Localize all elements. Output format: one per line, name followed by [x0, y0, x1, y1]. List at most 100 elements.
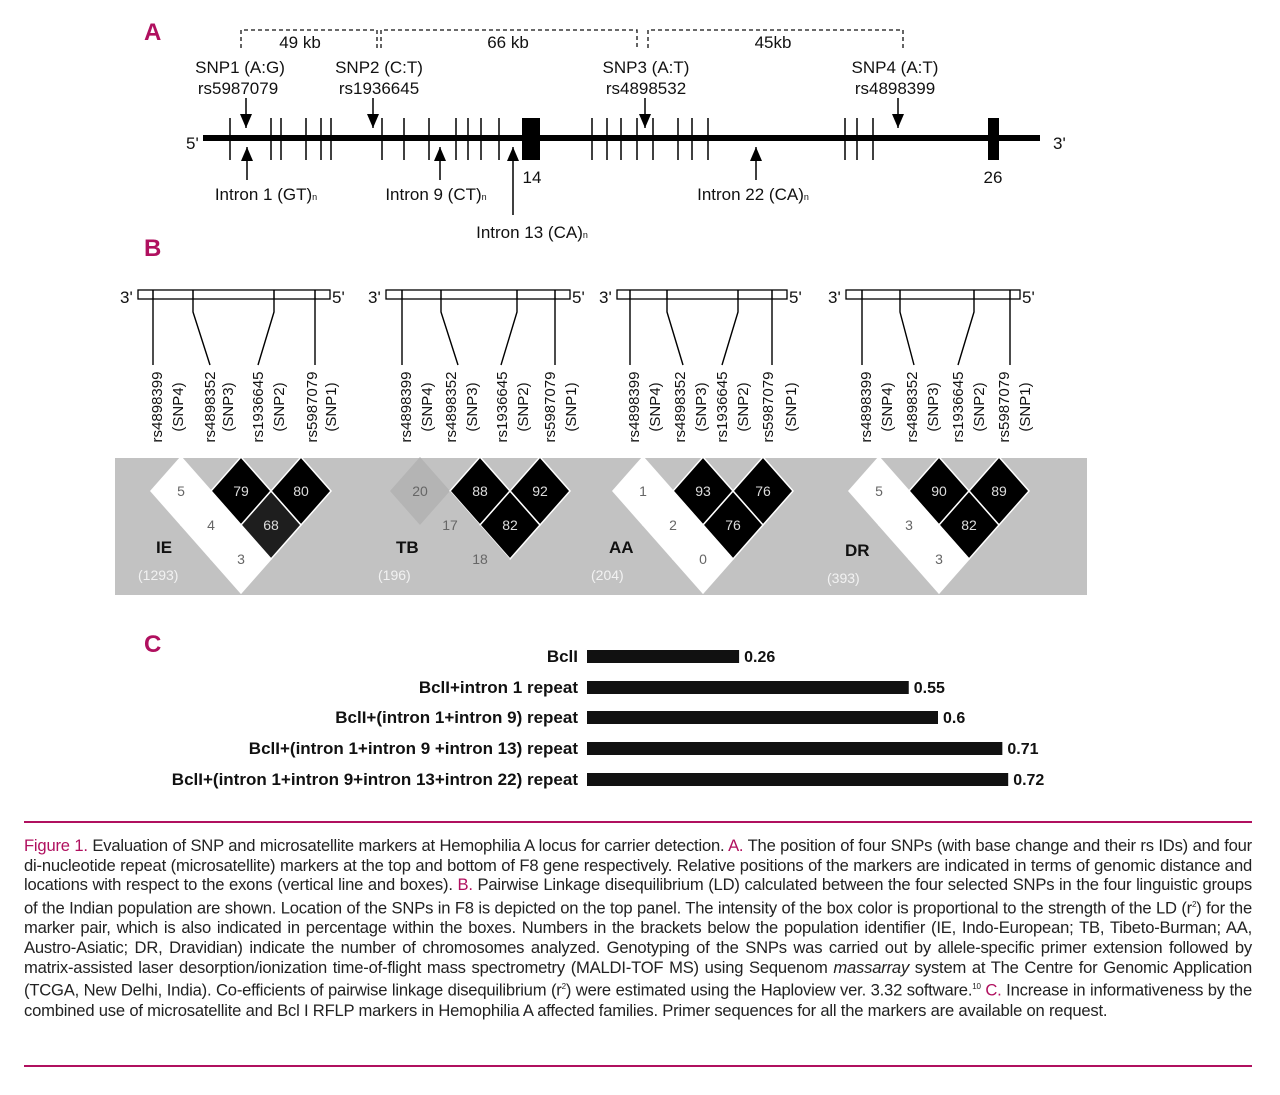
ld-panel-aa: 3' 5' rs4898399 (SNP4) rs4898352 (SNP3) rs1936… — [591, 288, 802, 595]
caption-text: Pairwise Linkage disequilibrium (LD) cal… — [24, 875, 1252, 918]
ld-panel-ie: 3' 5' rs4898399 (SNP4) rs4898352 (SNP3) rs1936… — [120, 288, 345, 595]
snp-connector — [899, 299, 915, 366]
ld-value: 88 — [472, 483, 488, 499]
snp-connector — [440, 299, 459, 366]
five-prime-label: 5' — [572, 288, 585, 307]
ld-panel-tb: 3' 5' rs4898399 (SNP4) rs4898352 (SNP3) rs1936… — [368, 288, 585, 593]
snp-marker-id: rs5987079 — [760, 372, 777, 443]
five-prime-label: 5' — [332, 288, 345, 307]
exon-label: 14 — [523, 168, 542, 187]
chromosome-count: (196) — [378, 567, 411, 583]
ld-value: 89 — [991, 483, 1007, 499]
ld-value: 93 — [695, 483, 711, 499]
snp-marker-name: (SNP4) — [170, 382, 187, 431]
snp-marker-id: rs4898399 — [398, 372, 415, 443]
ld-plots: 3' 5'rs4898399 (SNP4) rs4898352 (SNP3) rs1936… — [120, 288, 1035, 595]
reference-number: 10 — [972, 982, 981, 992]
ld-cell — [907, 523, 971, 595]
ld-value: 3 — [935, 551, 943, 567]
snp-marker-name: (SNP3) — [925, 382, 942, 431]
intron-label: Intron 13 (CA)n — [476, 223, 588, 242]
ld-value: 0 — [699, 551, 707, 567]
snp-marker-name: (SNP2) — [515, 382, 532, 431]
ld-value: 3 — [237, 551, 245, 567]
snp-marker-id: rs5987079 — [542, 372, 559, 443]
snp-marker-id: rs1936645 — [714, 372, 731, 443]
snp-location-bar — [385, 289, 571, 300]
marker-arrows — [240, 98, 904, 215]
snp-marker-name: (SNP2) — [971, 382, 988, 431]
snp-marker-id: rs4898399 — [626, 372, 643, 443]
bar-category-label: BclI+(intron 1+intron 9 +intron 13) repe… — [249, 739, 579, 758]
snp-marker-name: (SNP4) — [419, 382, 436, 431]
bar — [587, 742, 1003, 755]
caption-bottom-rule — [24, 1065, 1252, 1067]
population-id: AA — [609, 538, 634, 557]
ld-value: 80 — [293, 483, 309, 499]
population-id: DR — [845, 541, 870, 560]
ld-cell — [450, 525, 510, 593]
three-prime-label: 3' — [1053, 134, 1066, 153]
ld-value: 5 — [875, 483, 883, 499]
caption-text: The position of four SNPs (with base cha… — [24, 836, 1253, 895]
snp-arrow-icon — [240, 114, 252, 128]
bar — [587, 773, 1009, 786]
ld-value: 68 — [263, 517, 279, 533]
snp-marker-id: rs1936645 — [250, 372, 267, 443]
ld-value: 92 — [532, 483, 548, 499]
ld-value: 17 — [442, 517, 458, 533]
caption-ref-b: B. — [457, 875, 473, 895]
snp-rs: rs5987079 — [198, 79, 278, 98]
ld-value: 20 — [412, 483, 428, 499]
snp-connector — [257, 299, 275, 366]
caption-text: system at The Centre for Genomic Applica… — [24, 957, 1253, 1000]
snp-marker-name: (SNP1) — [323, 382, 340, 431]
ld-value: 82 — [502, 517, 518, 533]
chromosome-count: (204) — [591, 567, 624, 583]
ld-value: 3 — [905, 517, 913, 533]
caption-italic: massarray — [833, 957, 910, 977]
panel-label-a: A — [144, 19, 161, 46]
snp-marker-name: (SNP3) — [220, 382, 237, 431]
ld-cell — [209, 523, 273, 595]
bar — [587, 681, 909, 694]
ld-value: 76 — [725, 517, 741, 533]
ld-value: 79 — [233, 483, 249, 499]
population-id: IE — [156, 538, 172, 557]
bar-category-label: BclI+intron 1 repeat — [419, 678, 579, 697]
bar-value-label: 0.6 — [943, 710, 965, 727]
superscript: 2 — [1192, 900, 1197, 910]
distance-label: 45kb — [755, 33, 792, 52]
snp-marker-id: rs4898399 — [858, 372, 875, 443]
snp-arrow-icon — [639, 114, 651, 128]
snp-connector — [957, 299, 975, 366]
caption-ref-c: C. — [980, 980, 1002, 1000]
population-id: TB — [396, 538, 419, 557]
snp-marker-name: (SNP3) — [464, 382, 481, 431]
snp-arrow-icon — [892, 114, 904, 128]
three-prime-label: 3' — [599, 288, 612, 307]
intron-arrow-icon — [241, 147, 253, 161]
bar-value-label: 0.55 — [914, 680, 945, 697]
snp-marker-id: rs4898352 — [202, 372, 219, 443]
distance-label: 66 kb — [487, 33, 529, 52]
chromosome-count: (393) — [827, 570, 860, 586]
snp-rs: rs4898532 — [606, 79, 686, 98]
distance-brackets — [240, 29, 904, 48]
intron-arrow-icon — [507, 147, 519, 161]
caption-text: ) for the marker pair, which is also ind… — [24, 898, 1252, 977]
snp-marker-id: rs1936645 — [494, 372, 511, 443]
snp-marker-id: rs4898352 — [443, 372, 460, 443]
snp-connector — [666, 299, 684, 366]
figure-caption: Figure 1. Evaluation of SNP and microsat… — [24, 836, 1252, 1020]
panel-label-b: B — [144, 235, 161, 262]
gene-map: 49 kb 66 kb 45kb SNP1 (A:G) rs5987079 SN… — [186, 29, 1066, 242]
caption-top-rule — [24, 821, 1252, 823]
snp-marker-name: (SNP2) — [271, 382, 288, 431]
chromosome-count: (1293) — [138, 567, 178, 583]
ld-value: 1 — [639, 483, 647, 499]
snp-name: SNP1 (A:G) — [195, 58, 285, 77]
snp-marker-name: (SNP3) — [693, 382, 710, 431]
snp-marker-id: rs4898352 — [904, 372, 921, 443]
snp-marker-id: rs4898399 — [149, 372, 166, 443]
